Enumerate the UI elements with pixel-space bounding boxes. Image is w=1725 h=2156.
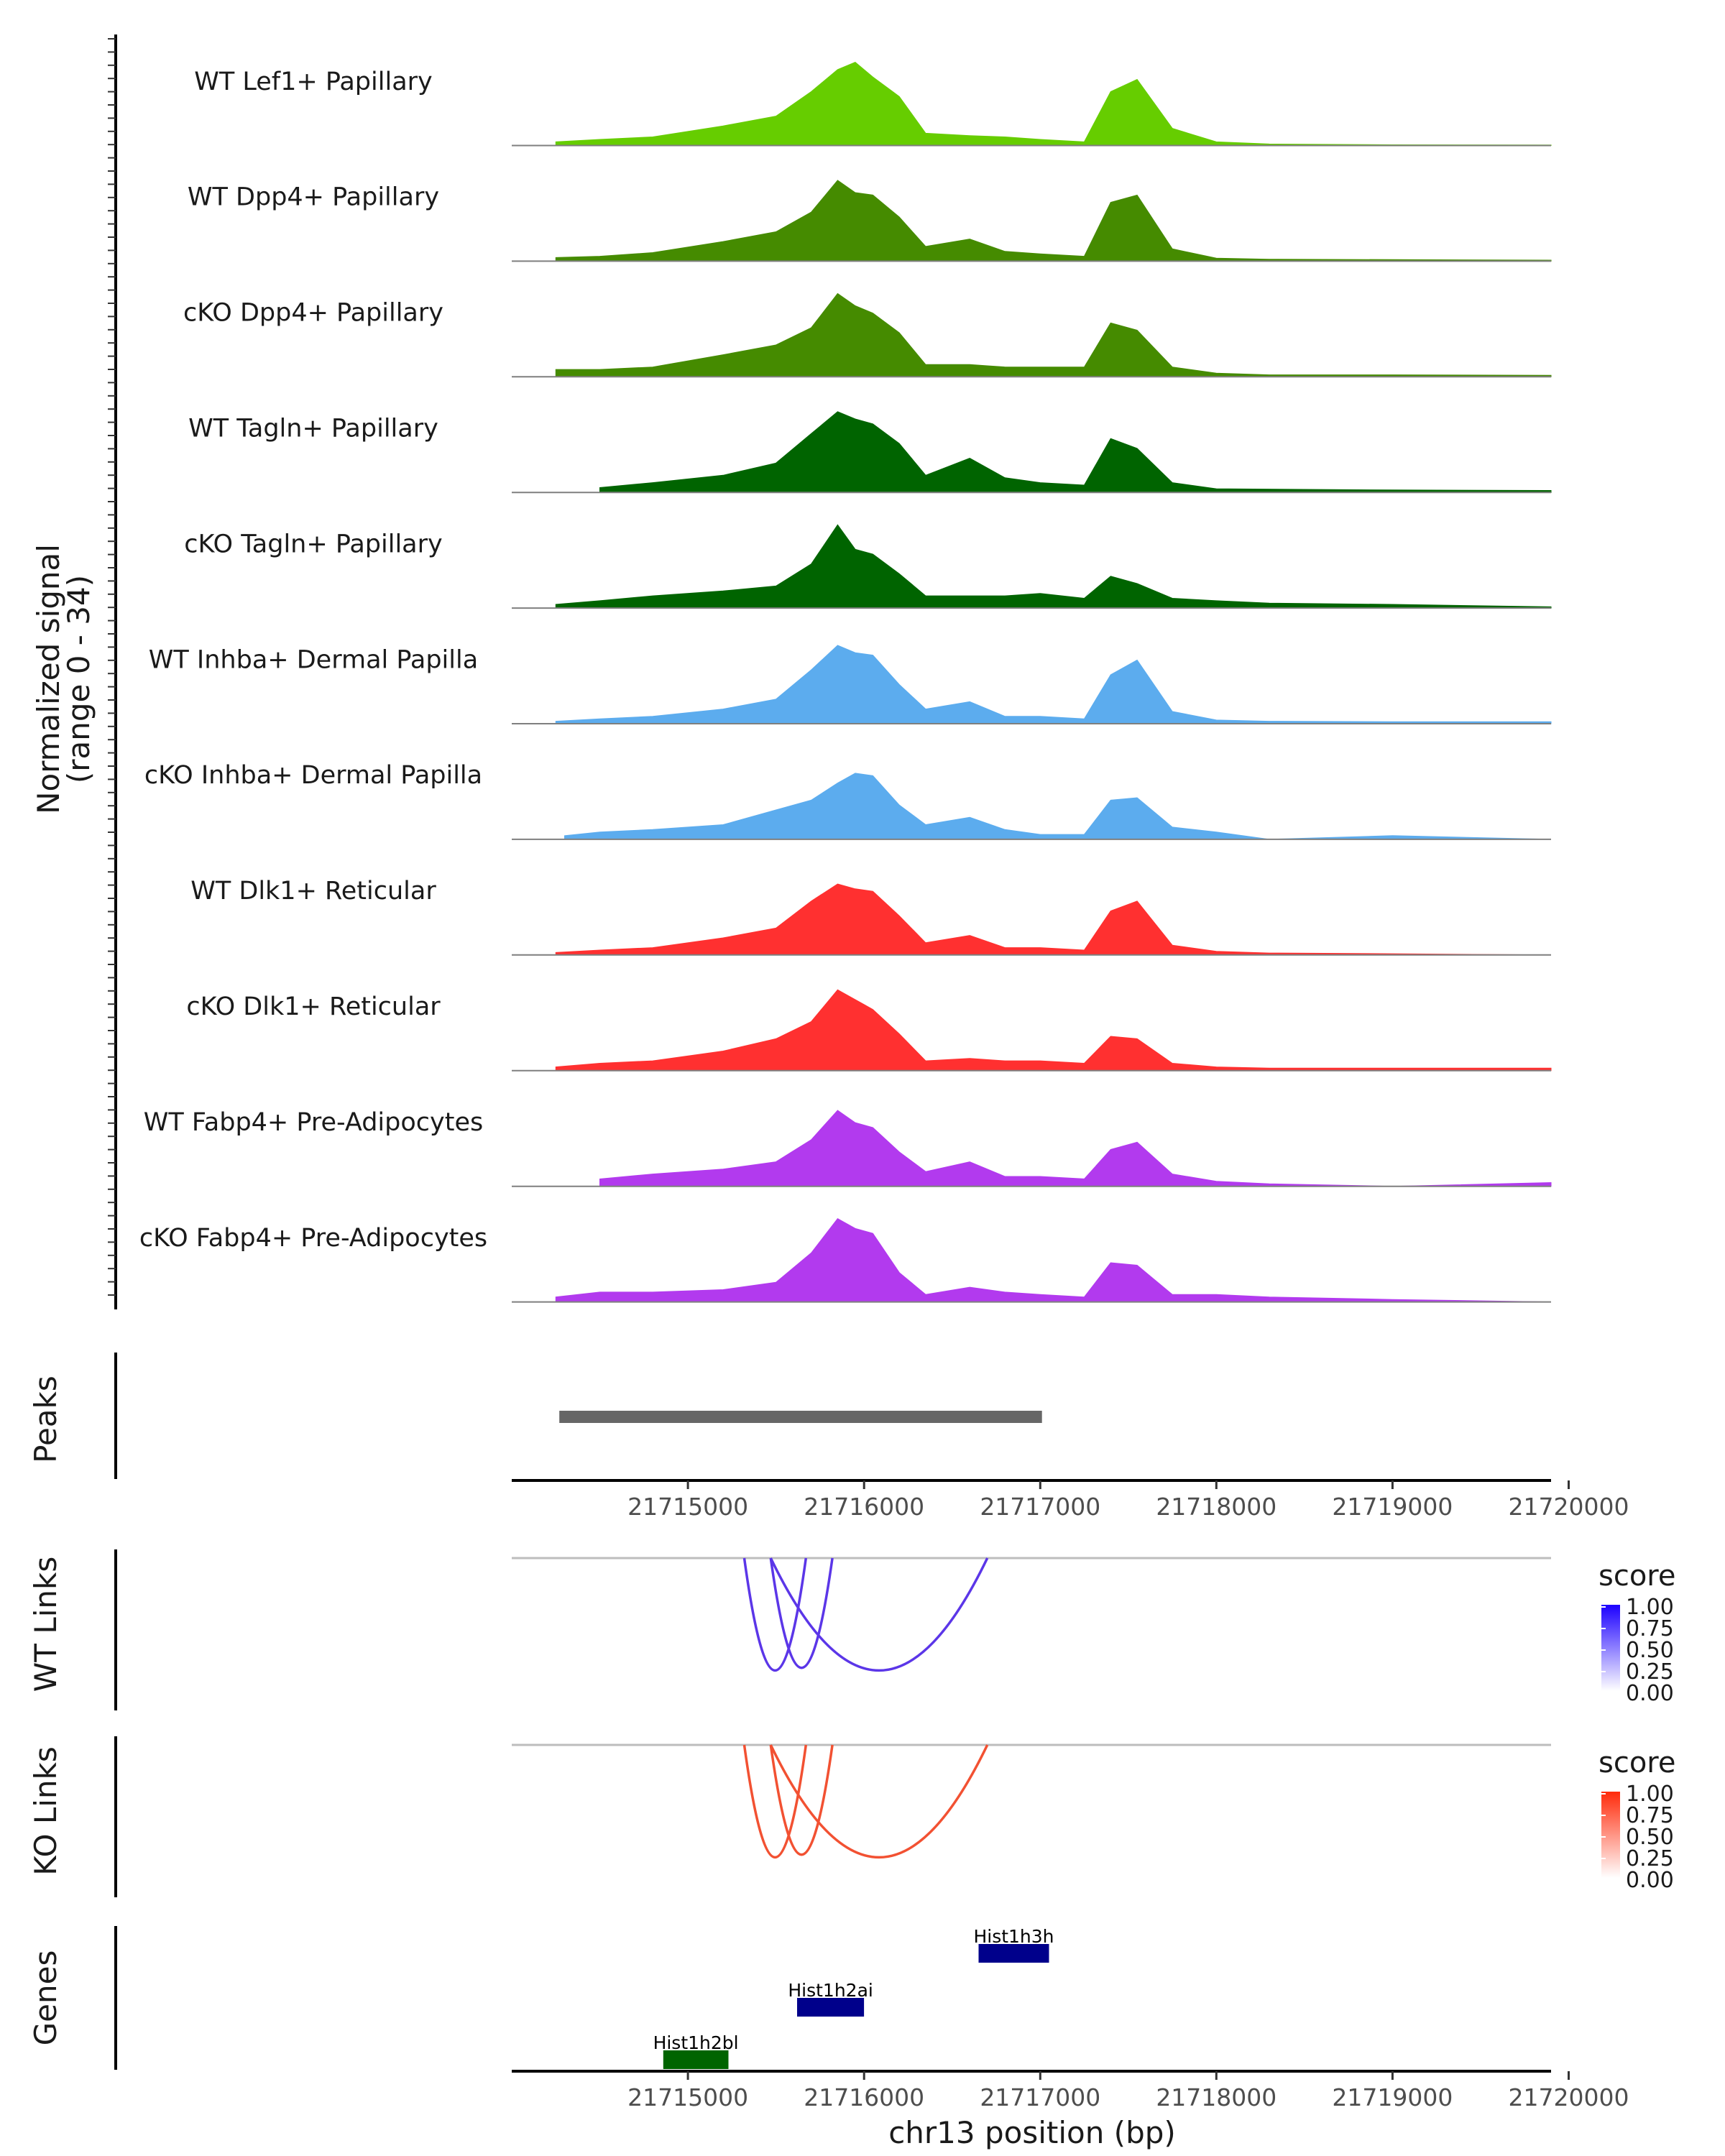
- coverage-track: WT Dlk1+ Reticular: [190, 877, 1552, 956]
- gene-label: Hist1h2ai: [788, 1980, 873, 2001]
- coverage-track: WT Lef1+ Papillary: [194, 62, 1552, 147]
- coverage-track-label: WT Fabp4+ Pre-Adipocytes: [144, 1108, 483, 1137]
- link-arc: [769, 1744, 834, 1856]
- legend-tick-label: 0.50: [1626, 1638, 1674, 1663]
- legend-tick-label: 0.75: [1626, 1803, 1674, 1828]
- coverage-area: [555, 292, 1552, 377]
- gene-model: Hist1h2ai: [788, 1980, 873, 2017]
- gene-strand-arrow: [985, 1945, 994, 1961]
- coverage-track-label: WT Tagln+ Papillary: [188, 415, 438, 443]
- coverage-track-label: WT Dlk1+ Reticular: [190, 877, 436, 906]
- x-axis-upper: 21715000 21716000 21717000 21718000 21719000…: [512, 1479, 1629, 1521]
- peaks-label: Peaks: [28, 1376, 63, 1463]
- coverage-track: cKO Fabp4+ Pre-Adipocytes: [139, 1218, 1552, 1303]
- link-arc: [769, 1744, 989, 1859]
- gene-strand-arrow: [804, 1999, 813, 2015]
- wt-links-label: WT Links: [28, 1557, 63, 1692]
- legend-tick-label: 0.75: [1626, 1616, 1674, 1641]
- coverage-track: WT Dpp4+ Papillary: [188, 180, 1552, 262]
- x-axis-tick-label: 21715000: [627, 2083, 748, 2111]
- coverage-area: [555, 989, 1552, 1072]
- coverage-area: [599, 411, 1552, 493]
- legend-tick-label: 0.50: [1626, 1825, 1674, 1850]
- legend-tick-label: 0.25: [1626, 1846, 1674, 1871]
- coverage-track-label: WT Inhba+ Dermal Papilla: [149, 645, 478, 674]
- ko-legend-ticks: 1.000.750.500.250.00: [1601, 1782, 1674, 1893]
- x-axis-tick-label: 21717000: [980, 1493, 1100, 1521]
- gene-model: Hist1h3h: [973, 1926, 1054, 1963]
- x-axis-tick-label: 21717000: [980, 2083, 1100, 2111]
- link-arc: [742, 1557, 808, 1672]
- gene-body: [978, 1944, 1049, 1963]
- x-axis-tick-label: 21719000: [1332, 2083, 1453, 2111]
- coverage-area: [555, 645, 1552, 724]
- coverage-track-label: cKO Fabp4+ Pre-Adipocytes: [139, 1224, 487, 1253]
- coverage-track: WT Tagln+ Papillary: [188, 411, 1552, 494]
- coverage-area: [564, 773, 1552, 840]
- coverage-area: [555, 180, 1552, 262]
- legend-tick-label: 0.00: [1626, 1681, 1674, 1706]
- coverage-track-label: WT Lef1+ Papillary: [194, 68, 433, 96]
- gene-body: [797, 1998, 865, 2017]
- coverage-area: [555, 62, 1552, 146]
- genes-label: Genes: [28, 1950, 63, 2046]
- x-axis-tick-label: 21718000: [1156, 1493, 1276, 1521]
- link-arc: [742, 1744, 808, 1859]
- wt-legend-title: score: [1598, 1560, 1675, 1593]
- coverage-area: [555, 524, 1552, 609]
- coverage-area: [555, 883, 1552, 956]
- gene-strand-arrow: [713, 2052, 722, 2068]
- coverage-track: WT Inhba+ Dermal Papilla: [149, 645, 1552, 724]
- coverage-ylabel-line1: Normalized signal: [31, 544, 66, 814]
- coverage-area: [599, 1110, 1552, 1187]
- x-axis-lower: 21715000 21716000 21717000 21718000 21719000…: [512, 2070, 1629, 2111]
- gene-body: [663, 2050, 729, 2069]
- gene-label: Hist1h3h: [973, 1926, 1054, 1947]
- link-arc: [769, 1557, 834, 1669]
- ko-legend-title: score: [1598, 1746, 1675, 1779]
- coverage-track-label: cKO Dlk1+ Reticular: [186, 992, 441, 1021]
- coverage-ylabel-line2: (range 0 - 34): [61, 575, 96, 783]
- coverage-track-label: cKO Dpp4+ Papillary: [183, 299, 443, 328]
- legend-tick-label: 0.25: [1626, 1659, 1674, 1685]
- link-arc: [769, 1557, 989, 1672]
- coverage-area: [555, 1218, 1552, 1303]
- coverage-track: cKO Dpp4+ Papillary: [183, 292, 1552, 378]
- ko-legend-colorbar: [1601, 1792, 1620, 1878]
- coverage-track-label: cKO Tagln+ Papillary: [184, 530, 443, 558]
- x-axis-tick-label: 21720000: [1509, 1493, 1629, 1521]
- coverage-track: cKO Tagln+ Papillary: [184, 524, 1552, 609]
- x-axis-tick-label: 21715000: [627, 1493, 748, 1521]
- x-axis-tick-label: 21718000: [1156, 2083, 1276, 2111]
- x-axis-tick-label: 21719000: [1332, 1493, 1453, 1521]
- genes-track: Hist1h3h Hist1h2ai Hist1h2bl: [114, 1926, 1054, 2070]
- wt-links-track: [114, 1549, 1551, 1710]
- x-axis-tick-label: 21716000: [804, 1493, 924, 1521]
- coverage-track: cKO Inhba+ Dermal Papilla: [144, 761, 1552, 840]
- legend-tick-label: 1.00: [1626, 1595, 1674, 1620]
- coverage-track-label: cKO Inhba+ Dermal Papilla: [144, 761, 482, 790]
- peak-bar: [559, 1411, 1042, 1423]
- gene-model: Hist1h2bl: [653, 2032, 739, 2069]
- x-axis-title: chr13 position (bp): [888, 2115, 1176, 2150]
- gene-label: Hist1h2bl: [653, 2032, 739, 2053]
- wt-legend-colorbar: [1601, 1605, 1620, 1691]
- x-axis-tick-label: 21720000: [1509, 2083, 1629, 2111]
- legend-tick-label: 0.00: [1626, 1868, 1674, 1893]
- coverage-track-label: WT Dpp4+ Papillary: [188, 183, 439, 212]
- legend-tick-label: 1.00: [1626, 1782, 1674, 1807]
- coverage-track: cKO Dlk1+ Reticular: [186, 989, 1552, 1072]
- ko-links-label: KO Links: [28, 1746, 63, 1876]
- x-axis-tick-label: 21716000: [804, 2083, 924, 2111]
- ko-links-track: [114, 1736, 1551, 1897]
- coverage-tracks: WT Lef1+ Papillary WT Dpp4+ Papillary cKO …: [108, 34, 1552, 1309]
- coverage-track: WT Fabp4+ Pre-Adipocytes: [144, 1108, 1552, 1187]
- wt-legend-ticks: 1.000.750.500.250.00: [1601, 1595, 1674, 1706]
- peaks-track: [114, 1353, 1042, 1479]
